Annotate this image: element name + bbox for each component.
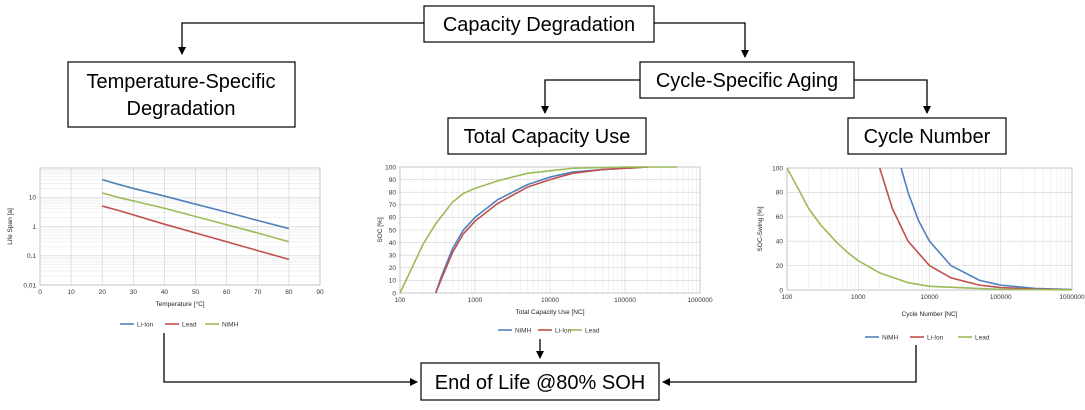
legend-label-nimh: NiMH — [515, 327, 532, 334]
x-tick-label: 0 — [38, 289, 42, 296]
x-tick-label: 100000 — [990, 294, 1012, 301]
box-cycle-number: Cycle Number — [847, 117, 1007, 155]
x-tick-label: 100 — [395, 297, 406, 304]
total-capacity-use-label: Total Capacity Use — [464, 126, 631, 148]
y-tick-label: 0 — [392, 290, 396, 297]
legend-label-lead: Lead — [182, 321, 197, 328]
x-tick-label: 10000 — [920, 294, 938, 301]
y-tick-label: 60 — [389, 215, 397, 222]
y-axis-title: SOC [%] — [377, 217, 384, 242]
legend-label-lead: Lead — [975, 334, 990, 341]
plot-area — [399, 166, 701, 294]
cycle-number-label: Cycle Number — [864, 126, 991, 148]
x-tick-label: 1000 — [851, 294, 866, 301]
y-tick-label: 10 — [389, 278, 397, 285]
y-tick-label: 20 — [776, 263, 784, 270]
series-line-nimh — [102, 192, 290, 243]
y-axis-title: SOC-Swing [%] — [757, 206, 764, 251]
box-capacity-degradation: Capacity Degradation — [423, 5, 655, 43]
y-tick-label: 100 — [772, 165, 783, 172]
y-tick-label: 10 — [29, 195, 37, 202]
y-tick-label: 1 — [32, 224, 36, 231]
legend-label-nimh: NiMH — [222, 321, 239, 328]
cycle-number-chart: 100 1000 10000 100000 1000000 0 20 40 60 80 100 Cyc… — [757, 165, 1085, 341]
arrow-cycle-number-chart-to-eol — [662, 345, 917, 386]
x-tick-label: 1000000 — [687, 297, 713, 304]
series-line-li-ion — [435, 166, 648, 294]
x-tick-label: 30 — [130, 289, 138, 296]
x-tick-label: 10 — [67, 289, 75, 296]
y-tick-label: 70 — [389, 202, 397, 209]
y-tick-label: 50 — [389, 227, 397, 234]
y-tick-label: 0,1 — [27, 253, 36, 260]
box-end-of-life: End of Life @80% SOH — [420, 362, 660, 401]
series-line-lead — [102, 205, 290, 261]
legend-label-li-ion: Li-Ion — [555, 327, 572, 334]
capacity-degradation-label: Capacity Degradation — [443, 14, 635, 36]
y-tick-label: 80 — [776, 190, 784, 197]
x-tick-label: 20 — [99, 289, 107, 296]
y-axis-title: Life Span [a] — [7, 208, 14, 245]
y-tick-label: 20 — [389, 265, 397, 272]
connectors — [163, 22, 931, 386]
plot-area — [39, 167, 321, 286]
y-tick-label: 80 — [389, 190, 397, 197]
x-tick-label: 10000 — [541, 297, 559, 304]
series-line-nimh — [900, 167, 1073, 291]
box-temperature-specific: Temperature-Specific Degradation — [67, 61, 296, 128]
x-axis-title: Temperature [°C] — [155, 300, 204, 308]
x-tick-label: 70 — [254, 289, 262, 296]
x-tick-label: 90 — [316, 289, 324, 296]
series-line-li-ion — [101, 178, 290, 230]
y-tick-label: 60 — [776, 214, 784, 221]
x-axis-title: Cycle Number [NC] — [902, 311, 958, 318]
x-tick-label: 100 — [782, 294, 793, 301]
x-tick-label: 40 — [161, 289, 169, 296]
arrow-root-to-cycle — [654, 22, 749, 58]
temperature-specific-label-line2: Degradation — [127, 98, 236, 120]
x-tick-label: 50 — [192, 289, 200, 296]
series-line-lead — [786, 167, 1073, 291]
cycle-specific-aging-label: Cycle-Specific Aging — [656, 70, 838, 92]
plot-area — [786, 167, 1073, 291]
x-tick-label: 1000000 — [1059, 294, 1085, 301]
x-tick-label: 60 — [223, 289, 231, 296]
total-capacity-use-chart: 100 1000 10000 100000 1000000 0 10 20 30 40 50 60 70… — [377, 164, 713, 334]
y-tick-label: 0 — [779, 287, 783, 294]
legend-label-li-ion: Li-Ion — [137, 321, 154, 328]
arrow-cycle-to-total-capacity — [541, 79, 640, 114]
x-tick-label: 1000 — [468, 297, 483, 304]
x-tick-label: 80 — [285, 289, 293, 296]
box-total-capacity-use: Total Capacity Use — [447, 117, 647, 155]
y-tick-label: 40 — [776, 239, 784, 246]
legend-label-nimh: NiMH — [882, 334, 899, 341]
legend-label-lead: Lead — [585, 327, 600, 334]
series-line-li-ion — [878, 167, 1073, 291]
box-cycle-specific-aging: Cycle-Specific Aging — [639, 61, 855, 99]
temperature-life-span-chart: 0 10 20 30 40 50 60 70 80 90 0,01 0,1 1 10 Temperature… — [7, 167, 324, 328]
arrow-temperature-chart-to-eol — [163, 333, 418, 386]
arrow-cycle-to-cycle-number — [854, 79, 931, 114]
y-tick-label: 40 — [389, 240, 397, 247]
y-tick-label: 100 — [385, 164, 396, 171]
x-tick-label: 100000 — [614, 297, 636, 304]
arrow-root-to-temperature — [178, 22, 424, 55]
y-tick-label: 90 — [389, 177, 397, 184]
series-line-lead — [399, 166, 678, 294]
x-axis-title: Total Capacity Use [NC] — [516, 309, 585, 316]
legend-label-li-ion: Li-Ion — [927, 334, 944, 341]
y-tick-label: 30 — [389, 253, 397, 260]
temperature-specific-label-line1: Temperature-Specific — [87, 71, 276, 93]
y-tick-label: 0,01 — [23, 282, 36, 289]
end-of-life-label: End of Life @80% SOH — [435, 372, 645, 394]
